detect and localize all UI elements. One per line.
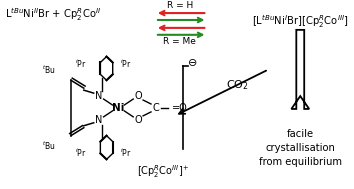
- Text: =O: =O: [172, 103, 188, 113]
- Text: $^{t}$Bu: $^{t}$Bu: [42, 64, 56, 76]
- Text: [Cp$^{R}_{2}$Co$^{III}$]$^{+}$: [Cp$^{R}_{2}$Co$^{III}$]$^{+}$: [137, 163, 189, 180]
- Text: C: C: [153, 103, 159, 113]
- Text: [L$^{tBu}$Ni$^{I}$Br][Cp$^{R}_{2}$Co$^{III}$]: [L$^{tBu}$Ni$^{I}$Br][Cp$^{R}_{2}$Co$^{I…: [252, 14, 349, 30]
- Text: facile
crystallisation
from equilibrium: facile crystallisation from equilibrium: [259, 129, 342, 167]
- Text: CO$_2$: CO$_2$: [225, 78, 249, 92]
- Text: $^{i}$Pr: $^{i}$Pr: [120, 146, 132, 159]
- Text: R = Me: R = Me: [163, 37, 196, 46]
- Text: O: O: [135, 115, 142, 125]
- Text: Ni: Ni: [112, 103, 125, 113]
- Text: $^{t}$Bu: $^{t}$Bu: [42, 140, 56, 152]
- Text: R = H: R = H: [166, 1, 193, 10]
- Text: N: N: [95, 115, 102, 125]
- Text: O: O: [135, 91, 142, 101]
- Text: $^{i}$Pr: $^{i}$Pr: [120, 57, 132, 70]
- Polygon shape: [101, 136, 113, 159]
- Text: $\ominus$: $\ominus$: [187, 57, 198, 68]
- Text: L$^{tBu}$Ni$^{II}$Br + Cp$^{R}_{2}$Co$^{II}$: L$^{tBu}$Ni$^{II}$Br + Cp$^{R}_{2}$Co$^{…: [5, 7, 101, 23]
- Polygon shape: [101, 57, 113, 80]
- Text: $^{i}$Pr: $^{i}$Pr: [75, 57, 87, 70]
- Text: N: N: [95, 91, 102, 101]
- Polygon shape: [291, 30, 309, 109]
- Text: $^{i}$Pr: $^{i}$Pr: [75, 146, 87, 159]
